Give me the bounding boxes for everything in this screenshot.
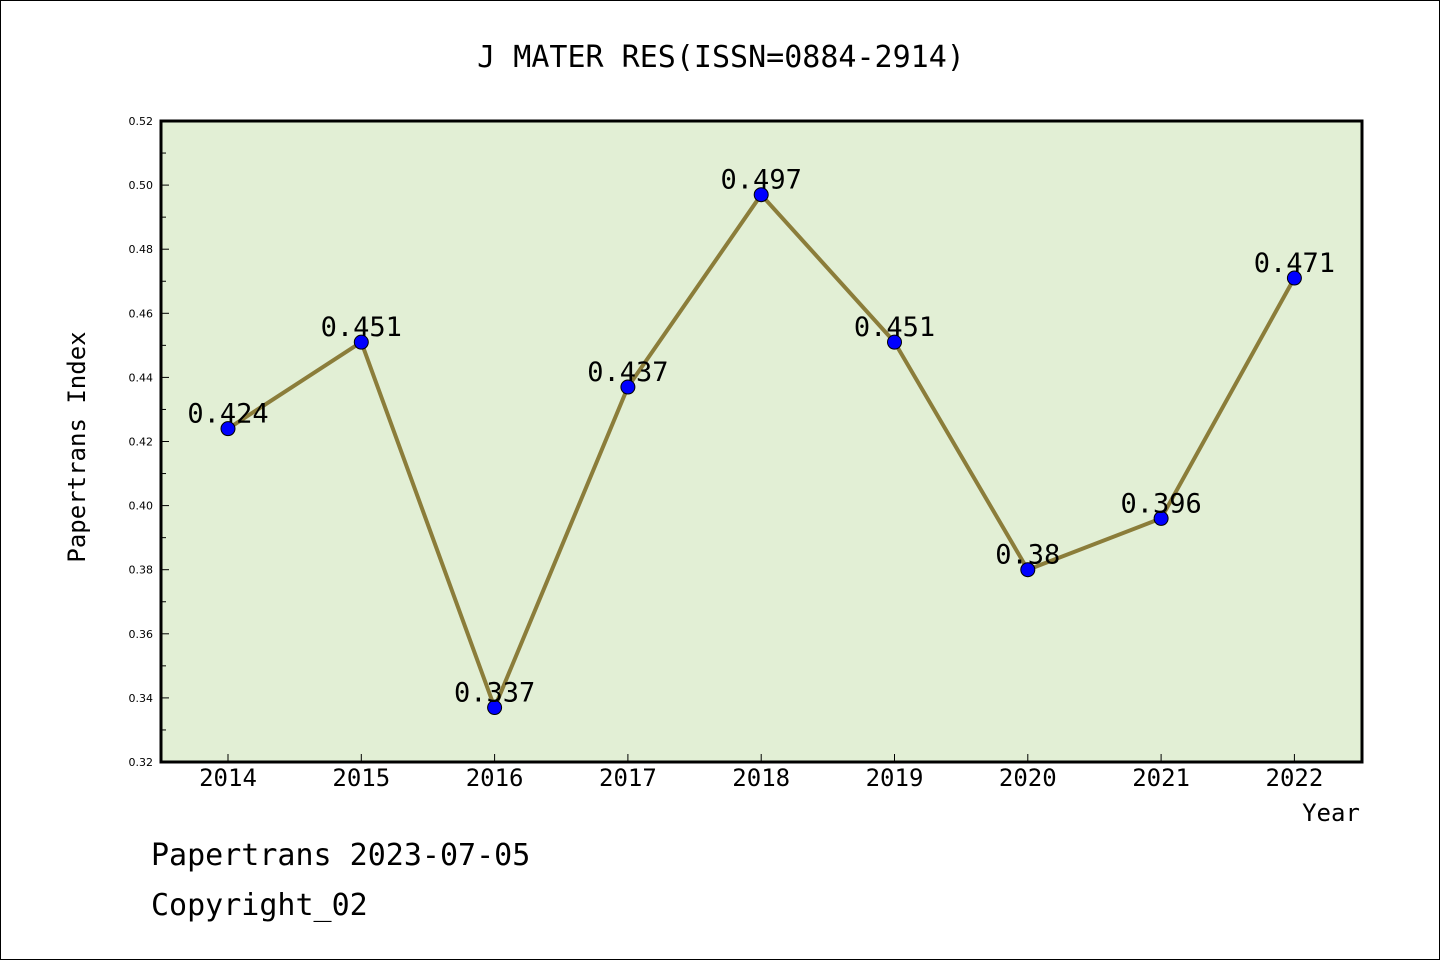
data-label: 0.396 bbox=[1120, 488, 1201, 519]
data-point bbox=[1286, 270, 1302, 286]
data-label: 0.451 bbox=[321, 312, 402, 343]
data-point bbox=[1153, 510, 1169, 526]
data-point bbox=[220, 421, 236, 437]
y-tick-label: 0.36 bbox=[129, 628, 154, 641]
y-tick-label: 0.38 bbox=[129, 564, 154, 577]
x-axis-label: Year bbox=[1302, 799, 1360, 827]
x-tick-label: 2016 bbox=[466, 764, 524, 792]
x-tick-label: 2020 bbox=[999, 764, 1057, 792]
data-label: 0.437 bbox=[587, 357, 668, 388]
data-label: 0.38 bbox=[995, 540, 1060, 571]
x-tick-label: 2019 bbox=[866, 764, 924, 792]
data-point bbox=[620, 379, 636, 395]
y-tick-label: 0.40 bbox=[129, 500, 154, 513]
data-point bbox=[487, 700, 503, 716]
y-tick-label: 0.52 bbox=[129, 115, 154, 128]
y-tick-label: 0.48 bbox=[129, 243, 154, 256]
data-label: 0.497 bbox=[721, 165, 802, 196]
x-tick-label: 2017 bbox=[599, 764, 657, 792]
y-tick-label: 0.32 bbox=[129, 756, 154, 769]
data-point bbox=[887, 334, 902, 350]
footer-date: Papertrans 2023-07-05 bbox=[151, 838, 530, 873]
series-papertrans-index: 0.424 0.451 0.337 0.437 0.497 0.451 0.38 0.396 0… bbox=[187, 165, 1335, 716]
data-label: 0.451 bbox=[854, 312, 935, 343]
x-axis: 2014 2015 2016 2017 2018 2019 2020 2021 2022 bbox=[199, 754, 1323, 792]
data-label: 0.471 bbox=[1254, 248, 1335, 279]
y-tick-label: 0.50 bbox=[129, 179, 154, 192]
x-tick-label: 2014 bbox=[199, 764, 257, 792]
y-tick-label: 0.34 bbox=[129, 692, 154, 705]
x-tick-label: 2015 bbox=[332, 764, 390, 792]
x-tick-label: 2018 bbox=[732, 764, 790, 792]
y-tick-label: 0.42 bbox=[129, 436, 154, 449]
y-tick-label: 0.46 bbox=[129, 307, 154, 320]
x-tick-label: 2022 bbox=[1266, 764, 1324, 792]
plot-area bbox=[159, 119, 1364, 764]
y-axis-label: Papertrans Index bbox=[63, 331, 91, 562]
footer-copyright: Copyright_02 bbox=[151, 888, 368, 923]
data-point bbox=[353, 334, 369, 350]
data-label: 0.337 bbox=[454, 678, 535, 709]
y-tick-label: 0.44 bbox=[129, 371, 154, 384]
x-tick-label: 2021 bbox=[1132, 764, 1190, 792]
data-label: 0.424 bbox=[187, 399, 268, 430]
data-point bbox=[1020, 562, 1036, 578]
data-point bbox=[753, 187, 769, 203]
chart-title: J MATER RES(ISSN=0884-2914) bbox=[477, 40, 965, 75]
y-axis: 0.32 0.34 0.36 0.38 0.40 0.42 0.44 0.46 0.48 0.50… bbox=[129, 115, 169, 769]
